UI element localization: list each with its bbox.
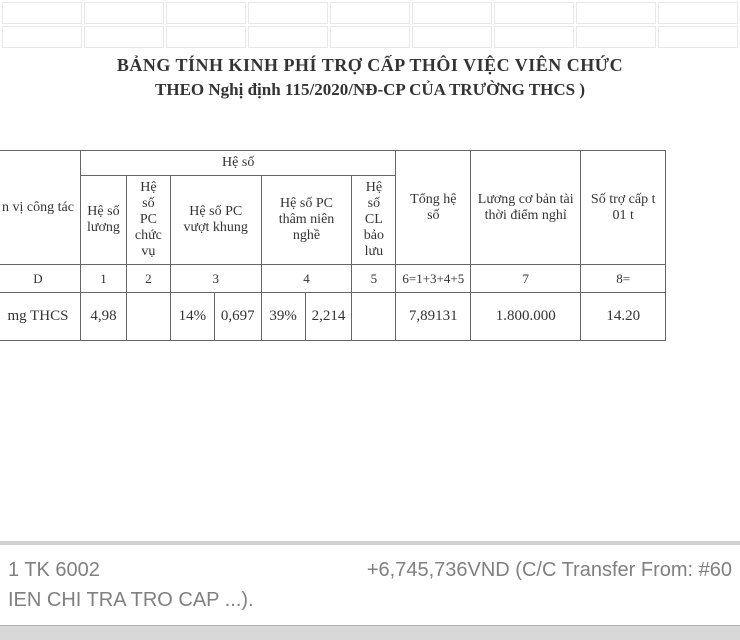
col-hesocl-baoluu: Hệ số CL bảo lưu [352, 176, 396, 265]
numcell: 8= [581, 265, 666, 293]
numcell: 6=1+3+4+5 [396, 265, 471, 293]
numcell: 1 [81, 265, 127, 293]
column-number-row: D 1 2 3 4 5 6=1+3+4+5 7 8= [0, 265, 666, 293]
numcell: 5 [352, 265, 396, 293]
cell-cl-baoluu [352, 293, 396, 341]
main-table: n vị công tác Hệ số Tổng hệ số Lương cơ … [0, 150, 666, 341]
cell-luong: 1.800.000 [471, 293, 581, 341]
cell-thamnien-pct: 39% [261, 293, 305, 341]
footer-line2: IEN CHI TRA TRO CAP ...). [8, 585, 732, 615]
cell-sotrocap: 14.20 [581, 293, 666, 341]
title-line-2: THEO Nghị định 115/2020/NĐ-CP CỦA TRƯỜNG… [20, 80, 720, 100]
col-tongheso: Tổng hệ số [396, 151, 471, 265]
cell-vuotkhung-val: 0,697 [214, 293, 261, 341]
header-row-1: n vị công tác Hệ số Tổng hệ số Lương cơ … [0, 151, 666, 176]
cell-hesopc-chucvu [126, 293, 170, 341]
footer-left: 1 TK 6002 [8, 555, 100, 585]
title-block: BẢNG TÍNH KINH PHÍ TRỢ CẤP THÔI VIỆC VIÊ… [0, 55, 740, 100]
cell-donvi: mg THCS [0, 293, 81, 341]
numcell: D [0, 265, 81, 293]
cell-vuotkhung-pct: 14% [170, 293, 214, 341]
col-hesoluong: Hệ số lương [81, 176, 127, 265]
footer-text: 1 TK 6002 +6,745,736VND (C/C Transfer Fr… [0, 541, 740, 615]
col-sotrocap: Số trợ cấp t 01 t [581, 151, 666, 265]
cell-hesoluong: 4,98 [81, 293, 127, 341]
spreadsheet-sheet: BẢNG TÍNH KINH PHÍ TRỢ CẤP THÔI VIỆC VIÊ… [0, 0, 740, 640]
numcell: 3 [170, 265, 261, 293]
bottom-bar [0, 625, 740, 640]
col-hesopc-chucvu: Hệ số PC chức vụ [126, 176, 170, 265]
col-luong: Lương cơ bản tài thời điểm nghỉ [471, 151, 581, 265]
title-line-1: BẢNG TÍNH KINH PHÍ TRỢ CẤP THÔI VIỆC VIÊ… [20, 55, 720, 76]
numcell: 2 [126, 265, 170, 293]
footer-right: +6,745,736VND (C/C Transfer From: #60 [367, 555, 732, 585]
numcell: 4 [261, 265, 352, 293]
cell-tongheso: 7,89131 [396, 293, 471, 341]
cell-thamnien-val: 2,214 [305, 293, 352, 341]
col-hesopc-thamnien: Hệ số PC thâm niên nghề [261, 176, 352, 265]
data-row: mg THCS 4,98 14% 0,697 39% 2,214 7,89131… [0, 293, 666, 341]
col-donvi: n vị công tác [0, 151, 81, 265]
background-grid [0, 0, 740, 50]
numcell: 7 [471, 265, 581, 293]
col-hesopc-vuotkhung: Hệ số PC vượt khung [170, 176, 261, 265]
col-group-heso: Hệ số [81, 151, 396, 176]
